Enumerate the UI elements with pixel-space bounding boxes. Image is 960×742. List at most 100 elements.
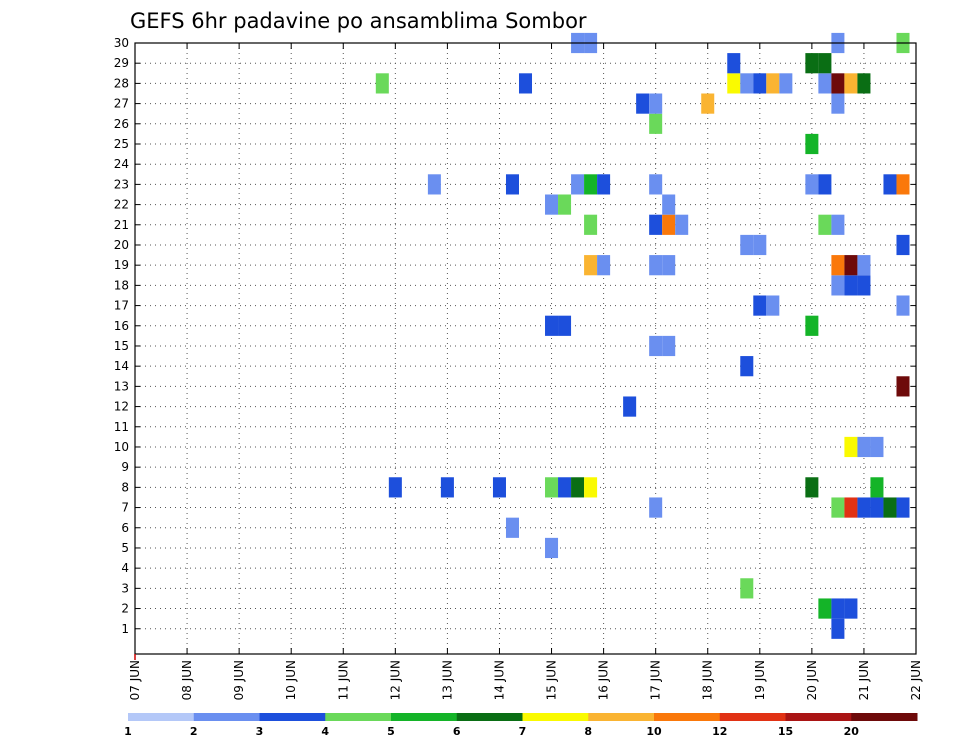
- data-cell: [662, 255, 676, 276]
- x-axis-ticks: 07 JUN 08 JUN 09 JUN 10 JUN 11 JUN 12 JUN 13 J…: [128, 43, 923, 700]
- y-tick-label: 29: [114, 56, 129, 70]
- colorbar-label: 20: [844, 725, 860, 738]
- data-cell: [844, 255, 858, 276]
- data-cell: [558, 194, 572, 215]
- data-cell: [831, 497, 845, 518]
- x-tick-label: 07 JUN: [128, 660, 142, 700]
- colorbar-label: 6: [453, 725, 461, 738]
- data-cell: [844, 598, 858, 619]
- colorbar-label: 8: [584, 725, 592, 738]
- colorbar-swatch: [588, 713, 655, 721]
- data-cell: [649, 174, 663, 195]
- y-tick-label: 30: [114, 36, 129, 50]
- colorbar-label: 2: [190, 725, 198, 738]
- data-cell: [545, 477, 559, 498]
- x-tick-label: 15 JUN: [545, 660, 559, 700]
- y-tick-label: 4: [121, 561, 129, 575]
- data-cell: [649, 335, 663, 357]
- data-cell: [844, 436, 858, 458]
- x-tick-label: 08 JUN: [180, 660, 194, 700]
- data-cell: [545, 315, 559, 336]
- x-tick-label: 20 JUN: [805, 660, 819, 700]
- data-cell: [870, 497, 884, 518]
- colorbar-swatch: [391, 713, 458, 721]
- grid-layer: [135, 42, 916, 654]
- data-cell: [818, 598, 832, 619]
- colorbar-label: 4: [321, 725, 329, 738]
- data-cell: [649, 214, 663, 235]
- data-cell: [597, 255, 611, 276]
- colorbar-label: 5: [387, 725, 395, 738]
- x-tick-label: 21 JUN: [857, 660, 871, 700]
- data-cell: [753, 295, 767, 316]
- y-tick-label: 17: [114, 299, 129, 313]
- data-cell: [597, 174, 611, 195]
- colorbar-swatch: [719, 713, 786, 721]
- data-cell: [505, 174, 519, 195]
- x-tick-label: 14 JUN: [492, 660, 506, 700]
- y-tick-label: 5: [121, 541, 129, 555]
- data-cell: [375, 73, 389, 94]
- data-cell: [662, 194, 676, 215]
- data-cell: [492, 477, 506, 498]
- data-cell: [440, 477, 454, 498]
- data-cell: [388, 477, 402, 498]
- data-cell: [753, 73, 767, 94]
- data-cell: [883, 497, 897, 518]
- data-cell: [740, 578, 754, 599]
- data-cell: [649, 113, 663, 134]
- data-cell: [727, 53, 741, 74]
- x-tick-label: 16 JUN: [597, 660, 611, 700]
- data-cell: [427, 174, 441, 195]
- data-cell: [883, 174, 897, 195]
- data-cell: [805, 53, 819, 74]
- colorbar-swatch: [785, 713, 852, 721]
- data-cell: [844, 73, 858, 94]
- x-tick-label: 11 JUN: [336, 660, 350, 700]
- y-tick-label: 25: [114, 137, 129, 151]
- y-tick-label: 19: [114, 258, 129, 272]
- data-cell: [584, 477, 598, 498]
- x-tick-label: 09 JUN: [232, 660, 246, 700]
- y-tick-label: 7: [121, 501, 129, 515]
- data-cell: [518, 73, 533, 94]
- data-cell: [740, 234, 754, 256]
- data-cell: [740, 356, 754, 377]
- data-cell: [831, 598, 845, 619]
- data-cell: [649, 497, 663, 518]
- data-cell: [545, 194, 559, 215]
- data-cells-layer: [375, 32, 910, 639]
- colorbar-label: 7: [519, 725, 527, 738]
- colorbar-label: 3: [256, 725, 264, 738]
- x-tick-label: 19 JUN: [753, 660, 767, 700]
- data-cell: [831, 73, 845, 94]
- colorbar-swatch: [259, 713, 326, 721]
- y-tick-label: 22: [114, 198, 129, 212]
- data-cell: [584, 255, 598, 276]
- colorbar-swatch: [456, 713, 523, 721]
- y-axis-ticks: 1234567891011121314151617181920212223242…: [114, 36, 916, 636]
- data-cell: [649, 255, 663, 276]
- chart-title: GEFS 6hr padavine po ansamblima Sombor: [130, 9, 587, 33]
- data-cell: [896, 234, 910, 256]
- data-cell: [779, 73, 793, 94]
- data-cell: [662, 214, 676, 235]
- data-cell: [649, 93, 663, 114]
- y-tick-label: 20: [114, 238, 129, 252]
- data-cell: [831, 214, 845, 235]
- data-cell: [818, 53, 832, 74]
- data-cell: [818, 174, 832, 195]
- x-tick-label: 10 JUN: [284, 660, 298, 700]
- y-tick-label: 6: [121, 521, 129, 535]
- y-tick-label: 24: [114, 157, 129, 171]
- data-cell: [818, 214, 832, 235]
- y-tick-label: 23: [114, 177, 129, 191]
- data-cell: [675, 214, 689, 235]
- data-cell: [805, 477, 819, 498]
- y-tick-label: 12: [114, 400, 129, 414]
- data-cell: [505, 517, 519, 538]
- colorbar-label: 12: [712, 725, 727, 738]
- x-tick-label: 18 JUN: [701, 660, 715, 700]
- data-cell: [844, 275, 858, 296]
- x-tick-label: 12 JUN: [388, 660, 402, 700]
